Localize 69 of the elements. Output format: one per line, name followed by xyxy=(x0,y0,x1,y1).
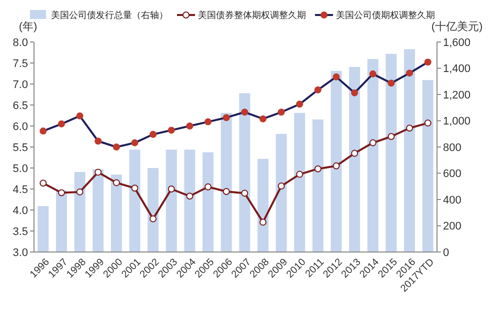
bar xyxy=(38,206,49,252)
point xyxy=(406,124,414,132)
y-tick-label: 8.0 xyxy=(12,36,28,49)
bar xyxy=(202,152,214,252)
bar xyxy=(148,168,159,252)
bar xyxy=(330,70,342,252)
bar xyxy=(386,54,397,252)
y2-tick-label: 1,000 xyxy=(443,116,471,128)
bar xyxy=(110,174,122,252)
bar xyxy=(349,66,360,252)
point xyxy=(150,215,157,222)
y2-tick-label: 0 xyxy=(443,246,450,259)
bar xyxy=(422,80,434,252)
y2-tick-label: 200 xyxy=(443,220,462,233)
point xyxy=(186,192,194,200)
y2-axis-title: (十亿美元) xyxy=(431,20,483,33)
bar xyxy=(276,134,287,252)
legend-label: 美国债券整体期权调整久期 xyxy=(198,10,306,20)
y-tick-label: 5.5 xyxy=(12,142,28,154)
bar xyxy=(294,112,306,252)
bar xyxy=(56,190,67,252)
y-tick-label: 5.0 xyxy=(12,162,28,175)
y2-tick-label: 1,600 xyxy=(443,36,471,49)
bar xyxy=(92,169,104,252)
y-tick-label: 6.0 xyxy=(12,120,28,133)
point xyxy=(112,179,120,186)
bar xyxy=(367,59,378,252)
bar xyxy=(312,119,324,252)
y-tick-label: 7.5 xyxy=(12,58,28,70)
y-tick-label: 3.5 xyxy=(12,226,28,238)
point xyxy=(388,133,395,140)
bar xyxy=(404,49,416,252)
bar xyxy=(239,93,250,252)
y-tick-label: 3.0 xyxy=(12,246,28,259)
point xyxy=(259,218,266,226)
bar xyxy=(129,150,140,252)
point xyxy=(222,188,230,196)
y2-tick-label: 400 xyxy=(443,194,462,206)
legend-label: 美国公司债期权调整久期 xyxy=(336,10,435,20)
y-tick-label: 6.5 xyxy=(12,100,28,112)
y-tick-label: 4.5 xyxy=(12,184,28,196)
point xyxy=(369,139,376,146)
bar xyxy=(257,158,268,252)
bar xyxy=(166,150,177,252)
point xyxy=(278,182,285,190)
y2-tick-label: 800 xyxy=(443,142,462,154)
point xyxy=(94,168,102,176)
point xyxy=(296,170,304,178)
point xyxy=(351,150,358,157)
y-tick-label: 4.0 xyxy=(12,204,28,217)
bar xyxy=(184,150,196,252)
y2-tick-label: 1,400 xyxy=(443,63,471,76)
point xyxy=(204,183,212,190)
point xyxy=(424,120,432,127)
y2-tick-label: 600 xyxy=(443,168,462,180)
y-axis-title: (年) xyxy=(18,21,38,33)
y2-tick-label: 1,200 xyxy=(443,89,471,102)
bar xyxy=(74,172,86,252)
point xyxy=(332,162,340,170)
y-tick-label: 7.0 xyxy=(12,78,28,91)
point xyxy=(314,165,322,172)
legend-label: 美国公司债发行总量（右轴） xyxy=(51,10,168,20)
point xyxy=(168,186,175,192)
point xyxy=(241,190,248,197)
bar xyxy=(220,112,232,252)
point xyxy=(76,188,84,196)
point xyxy=(58,189,65,196)
point xyxy=(40,180,47,187)
point xyxy=(131,184,138,192)
